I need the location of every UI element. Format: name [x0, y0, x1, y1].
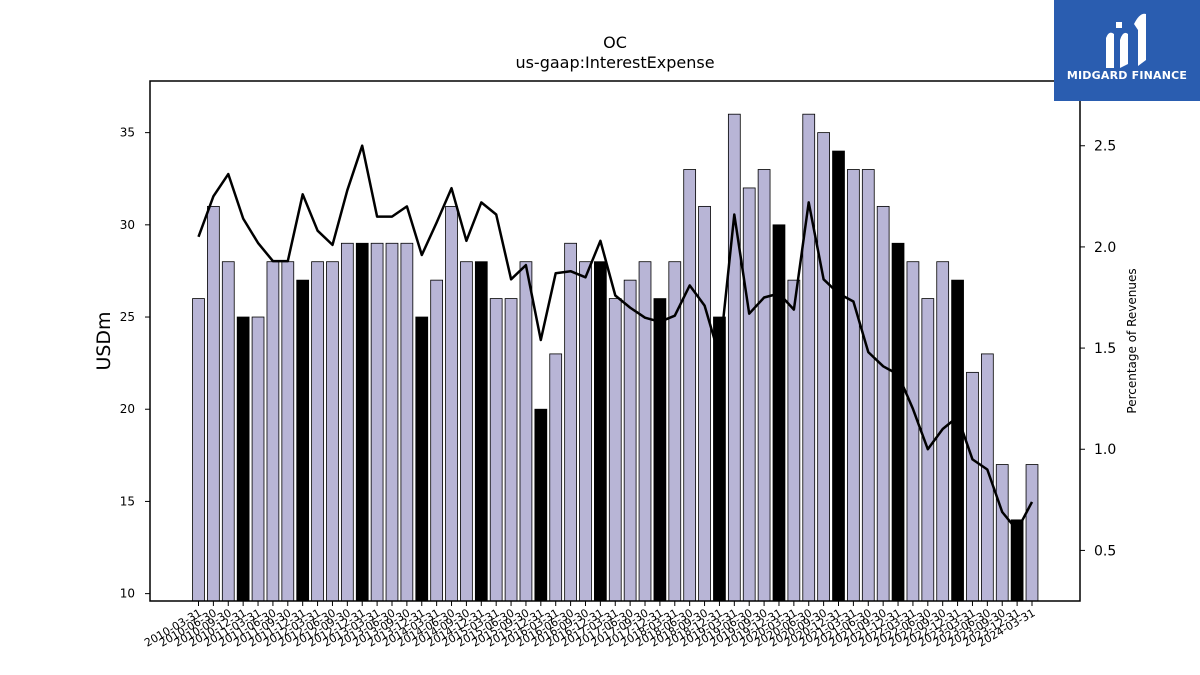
bar: [772, 224, 786, 602]
bar: [221, 261, 235, 602]
bar: [474, 261, 488, 602]
bar: [995, 464, 1009, 602]
bar: [980, 353, 994, 602]
bar: [623, 279, 637, 602]
bar: [802, 113, 816, 602]
bar: [326, 261, 339, 602]
y2-axis-label: Percentage of Revenues: [1125, 268, 1139, 413]
chart-title: OC: [603, 33, 627, 52]
bar-series: [192, 113, 1039, 602]
bar: [608, 298, 622, 602]
bar: [713, 316, 726, 602]
right-axis-ticks: 0.5 1.0 1.5 2.0 2.5: [1080, 139, 1116, 559]
bar: [951, 279, 964, 602]
bar: [340, 242, 354, 602]
bar: [192, 298, 205, 602]
bar: [668, 261, 682, 602]
bar: [430, 279, 443, 602]
x-axis-ticks: 2010-03-312010-06-302010-09-302010-12-31…: [142, 601, 1038, 650]
bar: [876, 205, 890, 602]
bar: [966, 371, 979, 602]
bar: [1010, 519, 1024, 602]
bar: [504, 298, 518, 602]
y2-tick-label: 0.5: [1094, 543, 1116, 559]
bar: [489, 298, 503, 602]
y-tick-label: 20: [120, 402, 135, 416]
bar: [653, 298, 667, 602]
bar: [281, 261, 295, 602]
y-tick-label: 10: [120, 587, 135, 601]
chart-subtitle: us-gaap:InterestExpense: [515, 53, 714, 72]
logo-text: MIDGARD FINANCE: [1066, 69, 1188, 82]
bar: [638, 261, 652, 602]
bar: [891, 242, 905, 602]
bar: [936, 261, 950, 602]
y2-tick-label: 1.5: [1094, 341, 1116, 357]
bar: [519, 261, 533, 602]
y-tick-label: 30: [120, 218, 135, 232]
bar: [385, 242, 399, 602]
midgard-logo-icon: [1106, 13, 1146, 68]
y-tick-label: 35: [120, 126, 135, 140]
line-series: [197, 144, 1034, 532]
bar: [370, 242, 384, 602]
bar: [207, 205, 220, 602]
bar: [906, 261, 920, 602]
y-tick-label: 15: [120, 494, 135, 508]
bar: [742, 187, 756, 602]
bar: [296, 279, 310, 602]
bar: [445, 205, 458, 602]
bar: [266, 261, 280, 602]
bar: [683, 169, 697, 602]
bar: [861, 169, 875, 602]
bar: [787, 279, 801, 602]
bar: [549, 353, 563, 602]
y2-tick-label: 2.5: [1094, 139, 1116, 155]
left-axis-ticks: 10 15 20 25 30 35: [120, 126, 150, 601]
bar: [400, 242, 414, 602]
bar: [727, 113, 741, 602]
bar: [534, 408, 548, 602]
bar: [817, 132, 830, 602]
y2-tick-label: 2.0: [1094, 240, 1116, 256]
bar: [564, 242, 577, 602]
bar: [1025, 464, 1039, 602]
bar: [460, 261, 473, 602]
y-axis-label: USDm: [93, 311, 115, 370]
bar: [355, 242, 369, 602]
y-tick-label: 25: [120, 310, 135, 324]
y2-tick-label: 1.0: [1094, 442, 1116, 458]
bar: [311, 261, 324, 602]
bar: [594, 261, 607, 602]
midgard-finance-logo: MIDGARD FINANCE: [1054, 0, 1200, 101]
bar: [698, 205, 711, 602]
percentage-line: [197, 144, 1034, 532]
bar: [415, 316, 429, 602]
bar: [579, 261, 592, 602]
bar: [847, 169, 860, 602]
bar: [832, 150, 845, 602]
bar: [236, 316, 250, 602]
bar: [251, 316, 265, 602]
bar: [757, 169, 771, 602]
